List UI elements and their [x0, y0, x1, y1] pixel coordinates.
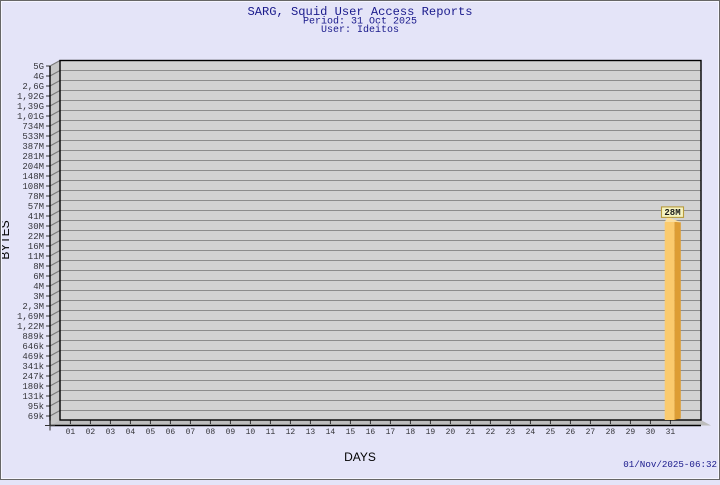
svg-text:1,22M: 1,22M	[17, 322, 44, 332]
svg-text:8M: 8M	[33, 262, 44, 272]
svg-text:11: 11	[266, 428, 276, 437]
svg-text:1,69M: 1,69M	[17, 312, 44, 322]
svg-text:28M: 28M	[664, 208, 680, 218]
svg-text:734M: 734M	[22, 122, 44, 132]
svg-text:28: 28	[606, 428, 616, 437]
svg-text:14: 14	[326, 428, 336, 437]
svg-text:16M: 16M	[28, 242, 44, 252]
svg-text:131k: 131k	[22, 392, 44, 402]
svg-text:180k: 180k	[22, 382, 44, 392]
svg-text:27: 27	[586, 428, 596, 437]
svg-text:21: 21	[466, 428, 476, 437]
svg-text:247k: 247k	[22, 372, 44, 382]
svg-text:22: 22	[486, 428, 496, 437]
svg-text:01: 01	[66, 428, 76, 437]
svg-text:26: 26	[566, 428, 576, 437]
svg-text:281M: 281M	[22, 152, 44, 162]
svg-text:1,01G: 1,01G	[17, 112, 44, 122]
svg-text:148M: 148M	[22, 172, 44, 182]
svg-text:25: 25	[546, 428, 556, 437]
svg-text:3M: 3M	[33, 292, 44, 302]
svg-text:5G: 5G	[33, 62, 44, 72]
svg-text:78M: 78M	[28, 192, 44, 202]
svg-text:108M: 108M	[22, 182, 44, 192]
svg-text:05: 05	[146, 428, 156, 437]
svg-text:69k: 69k	[28, 412, 44, 422]
svg-text:387M: 387M	[22, 142, 44, 152]
svg-text:03: 03	[106, 428, 116, 437]
svg-text:04: 04	[126, 428, 136, 437]
svg-text:57M: 57M	[28, 202, 44, 212]
svg-text:13: 13	[306, 428, 316, 437]
svg-text:01/Nov/2025-06:32: 01/Nov/2025-06:32	[623, 459, 717, 470]
svg-text:User: Ideitos: User: Ideitos	[321, 24, 399, 36]
svg-text:30M: 30M	[28, 222, 44, 232]
svg-text:15: 15	[346, 428, 356, 437]
svg-text:DAYS: DAYS	[344, 450, 376, 464]
svg-text:06: 06	[166, 428, 176, 437]
svg-text:02: 02	[86, 428, 96, 437]
svg-text:889k: 889k	[22, 332, 44, 342]
svg-text:11M: 11M	[28, 252, 44, 262]
svg-text:23: 23	[506, 428, 516, 437]
svg-text:08: 08	[206, 428, 216, 437]
svg-text:30: 30	[646, 428, 656, 437]
svg-text:646k: 646k	[22, 342, 44, 352]
svg-text:20: 20	[446, 428, 456, 437]
svg-text:18: 18	[406, 428, 416, 437]
svg-text:1,92G: 1,92G	[17, 92, 44, 102]
svg-text:07: 07	[186, 428, 196, 437]
svg-text:29: 29	[626, 428, 636, 437]
svg-text:12: 12	[286, 428, 296, 437]
svg-text:17: 17	[386, 428, 396, 437]
svg-text:1,39G: 1,39G	[17, 102, 44, 112]
svg-text:341k: 341k	[22, 362, 44, 372]
svg-text:24: 24	[526, 428, 536, 437]
svg-text:10: 10	[246, 428, 256, 437]
svg-text:204M: 204M	[22, 162, 44, 172]
svg-text:2,6G: 2,6G	[22, 82, 44, 92]
svg-text:469k: 469k	[22, 352, 44, 362]
svg-text:19: 19	[426, 428, 436, 437]
svg-text:22M: 22M	[28, 232, 44, 242]
svg-text:4G: 4G	[33, 72, 44, 82]
svg-text:6M: 6M	[33, 272, 44, 282]
svg-text:16: 16	[366, 428, 376, 437]
svg-text:31: 31	[666, 428, 676, 437]
svg-text:4M: 4M	[33, 282, 44, 292]
svg-text:2,3M: 2,3M	[22, 302, 44, 312]
svg-text:95k: 95k	[28, 402, 44, 412]
svg-text:09: 09	[226, 428, 236, 437]
svg-text:533M: 533M	[22, 132, 44, 142]
svg-text:41M: 41M	[28, 212, 44, 222]
